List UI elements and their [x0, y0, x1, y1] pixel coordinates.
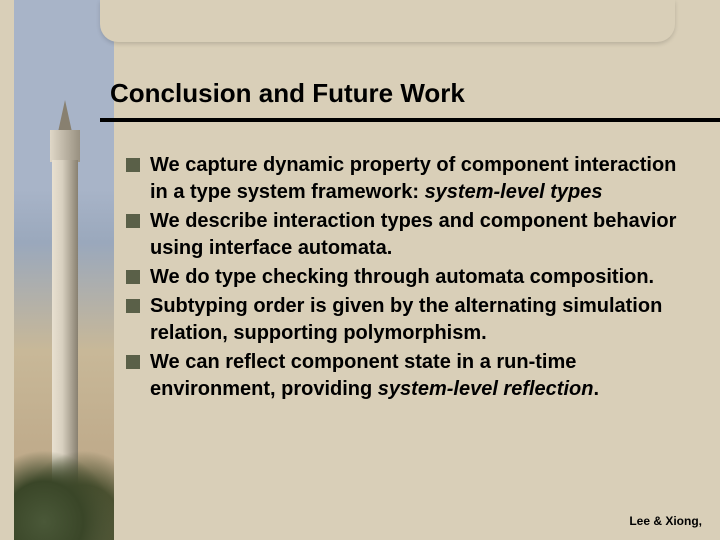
sidebar-tower-image — [14, 0, 114, 540]
tower-spire — [58, 100, 72, 132]
bullet-text: We can reflect component state in a run-… — [150, 349, 696, 403]
bullet-text: We capture dynamic property of component… — [150, 152, 696, 206]
bullet-item: We do type checking through automata com… — [126, 264, 696, 291]
footer-credit: Lee & Xiong, — [629, 514, 702, 528]
foliage — [14, 450, 114, 540]
bullet-text: Subtyping order is given by the alternat… — [150, 293, 696, 347]
square-bullet-icon — [126, 299, 140, 313]
slide-content: Conclusion and Future Work — [110, 78, 700, 117]
bullet-item: We describe interaction types and compon… — [126, 208, 696, 262]
bullet-item: We capture dynamic property of component… — [126, 152, 696, 206]
bullet-list: We capture dynamic property of component… — [126, 152, 696, 405]
bullet-text: We do type checking through automata com… — [150, 264, 654, 291]
slide-title: Conclusion and Future Work — [110, 78, 700, 109]
square-bullet-icon — [126, 270, 140, 284]
bullet-item: Subtyping order is given by the alternat… — [126, 293, 696, 347]
bullet-text: We describe interaction types and compon… — [150, 208, 696, 262]
bullet-item: We can reflect component state in a run-… — [126, 349, 696, 403]
top-rounded-bar — [100, 0, 675, 42]
square-bullet-icon — [126, 355, 140, 369]
square-bullet-icon — [126, 214, 140, 228]
tower-top — [50, 130, 80, 162]
square-bullet-icon — [126, 158, 140, 172]
title-underline — [100, 118, 720, 122]
